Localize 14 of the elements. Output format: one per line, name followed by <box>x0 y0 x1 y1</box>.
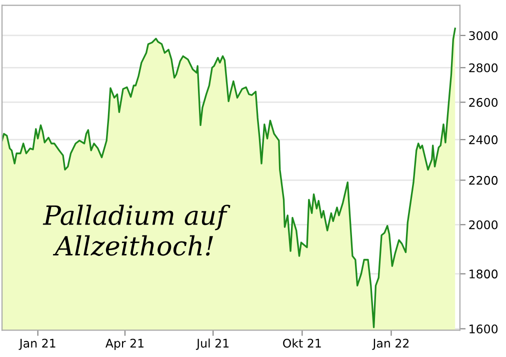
x-tick-label: Apr 21 <box>105 338 144 350</box>
annotation: Palladium auf Allzeithoch! <box>42 204 230 256</box>
y-tick-label: 1600 <box>470 324 498 334</box>
y-tick-label: 2600 <box>469 98 498 107</box>
y-tick-label: 2200 <box>469 176 498 185</box>
y-tick-label: 3000 <box>469 31 498 40</box>
x-tick-label: Okt 21 <box>283 338 321 348</box>
y-tick-label: 2800 <box>469 63 498 72</box>
x-tick-label: Jul 21 <box>196 338 228 350</box>
x-tick-label: Jan 21 <box>18 338 56 350</box>
x-tick-label: Jan 22 <box>372 338 409 350</box>
y-tick-label: 2000 <box>469 220 498 230</box>
y-tick-label: 2400 <box>469 135 498 144</box>
y-tick-label: 1800 <box>470 270 498 278</box>
